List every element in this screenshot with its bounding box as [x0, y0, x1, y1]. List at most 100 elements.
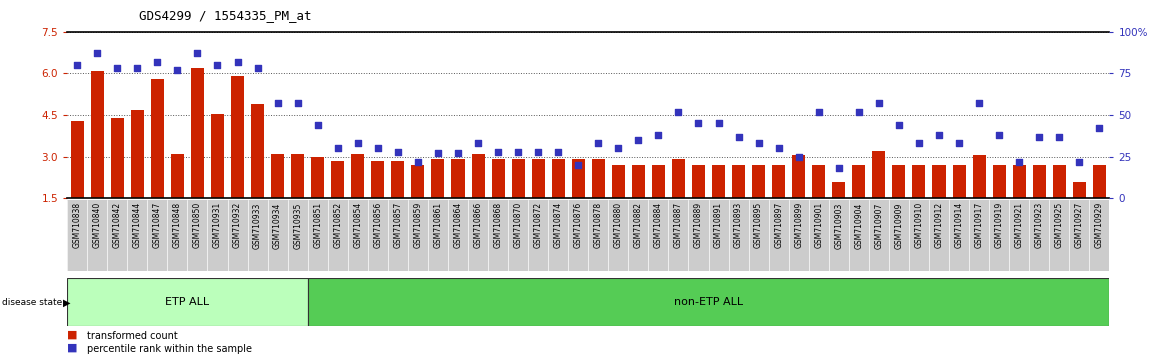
Point — [1010, 159, 1028, 165]
Bar — [251, 104, 264, 198]
Point — [208, 62, 227, 68]
Bar — [308, 278, 1109, 326]
Bar — [1093, 165, 1106, 198]
Point — [569, 162, 587, 168]
Bar — [491, 159, 505, 198]
Bar — [752, 165, 765, 198]
Bar — [672, 159, 686, 198]
Text: GSM710923: GSM710923 — [1035, 202, 1043, 249]
Point — [428, 150, 447, 156]
Text: GSM710874: GSM710874 — [554, 202, 563, 249]
Bar — [191, 68, 204, 198]
Text: GSM710917: GSM710917 — [975, 202, 983, 249]
Point — [88, 51, 107, 56]
Bar — [732, 165, 745, 198]
Bar — [432, 159, 445, 198]
Text: GSM710861: GSM710861 — [433, 202, 442, 248]
Bar — [833, 182, 845, 198]
Text: GSM710880: GSM710880 — [614, 202, 623, 248]
Text: GSM710850: GSM710850 — [193, 202, 201, 249]
Text: GSM710889: GSM710889 — [694, 202, 703, 248]
Point — [188, 51, 207, 56]
Point — [589, 141, 608, 146]
Point — [669, 109, 688, 115]
Text: GSM710876: GSM710876 — [573, 202, 582, 249]
Point — [950, 141, 968, 146]
Bar — [852, 165, 865, 198]
Bar — [211, 114, 223, 198]
Bar — [271, 154, 284, 198]
Text: GSM710907: GSM710907 — [874, 202, 884, 249]
Text: GSM710891: GSM710891 — [714, 202, 723, 248]
Text: GSM710882: GSM710882 — [633, 202, 643, 248]
Text: GSM710887: GSM710887 — [674, 202, 683, 248]
Bar — [312, 156, 324, 198]
Text: GSM710919: GSM710919 — [995, 202, 1004, 249]
Point — [508, 149, 527, 154]
Bar — [391, 161, 404, 198]
Point — [749, 141, 768, 146]
Text: transformed count: transformed count — [87, 331, 177, 341]
Point — [269, 101, 287, 106]
Text: GSM710931: GSM710931 — [213, 202, 222, 249]
Text: GSM710840: GSM710840 — [93, 202, 102, 249]
Point — [228, 59, 247, 65]
Point — [288, 101, 307, 106]
Bar — [67, 278, 308, 326]
Text: ■: ■ — [67, 330, 78, 339]
Text: GSM710934: GSM710934 — [273, 202, 283, 249]
Text: GSM710852: GSM710852 — [334, 202, 343, 248]
Text: GSM710935: GSM710935 — [293, 202, 302, 249]
Text: GSM710838: GSM710838 — [73, 202, 82, 248]
Text: ■: ■ — [67, 343, 78, 353]
Point — [790, 154, 808, 159]
Point — [629, 137, 647, 143]
Bar — [893, 165, 906, 198]
Bar — [471, 154, 484, 198]
Bar — [572, 159, 585, 198]
Text: GSM710914: GSM710914 — [954, 202, 963, 249]
Text: GSM710859: GSM710859 — [413, 202, 423, 249]
Bar — [131, 109, 144, 198]
Bar — [692, 165, 705, 198]
Point — [248, 65, 266, 71]
Text: GSM710912: GSM710912 — [935, 202, 944, 248]
Bar — [632, 165, 645, 198]
Point — [709, 120, 728, 126]
Text: GSM710910: GSM710910 — [915, 202, 923, 249]
Bar — [1053, 165, 1065, 198]
Text: GSM710872: GSM710872 — [534, 202, 543, 248]
Text: non-ETP ALL: non-ETP ALL — [674, 297, 743, 307]
Text: ▶: ▶ — [63, 298, 69, 308]
Point — [308, 122, 327, 128]
Bar — [351, 154, 365, 198]
Point — [389, 149, 408, 154]
Text: GSM710847: GSM710847 — [153, 202, 162, 249]
Point — [1029, 134, 1048, 139]
Bar — [973, 155, 985, 198]
Point — [1070, 159, 1089, 165]
Bar — [452, 159, 464, 198]
Text: disease state: disease state — [2, 298, 63, 307]
Bar — [953, 165, 966, 198]
Text: GSM710848: GSM710848 — [173, 202, 182, 248]
Text: GSM710929: GSM710929 — [1094, 202, 1104, 249]
Text: GSM710921: GSM710921 — [1014, 202, 1024, 248]
Text: GSM710842: GSM710842 — [112, 202, 122, 248]
Text: GSM710897: GSM710897 — [775, 202, 783, 249]
Point — [1090, 126, 1108, 131]
Point — [168, 67, 186, 73]
Point — [529, 149, 548, 154]
Text: GSM710856: GSM710856 — [373, 202, 382, 249]
Bar — [592, 159, 604, 198]
Point — [368, 145, 387, 151]
Text: GSM710932: GSM710932 — [233, 202, 242, 249]
Point — [689, 120, 708, 126]
Point — [449, 150, 468, 156]
Bar — [331, 161, 344, 198]
Text: GSM710854: GSM710854 — [353, 202, 362, 249]
Bar — [291, 154, 305, 198]
Bar — [1012, 165, 1026, 198]
Text: GSM710903: GSM710903 — [834, 202, 843, 249]
Point — [650, 132, 668, 138]
